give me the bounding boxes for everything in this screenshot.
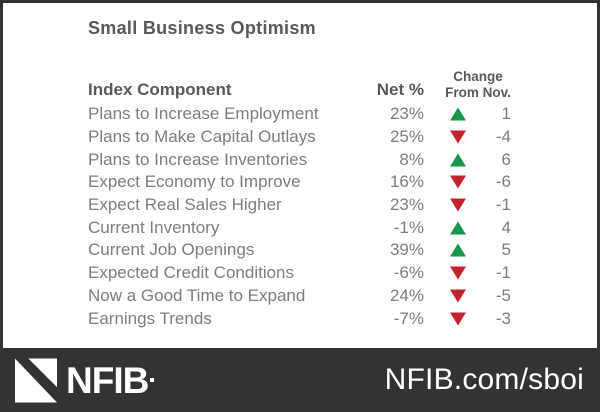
row-label: Plans to Increase Inventories (88, 149, 308, 169)
row-direction-cell (441, 312, 475, 326)
row-change-value: -5 (495, 285, 511, 305)
row-net-value: 24% (389, 285, 424, 305)
row-net-value: 23% (389, 104, 424, 124)
row-net-value: 16% (389, 172, 424, 192)
table-row: Current Job Openings 39% 5 (3, 239, 597, 262)
page-title: Small Business Optimism (88, 18, 316, 38)
table-row: Expect Real Sales Higher 23% -1 (3, 194, 597, 217)
row-direction-cell (441, 221, 475, 235)
down-triangle-icon (450, 198, 466, 212)
column-header-change-line2: From Nov. (445, 85, 511, 100)
row-net-value: 39% (389, 240, 424, 260)
down-triangle-icon (450, 266, 466, 280)
row-change-value: 1 (501, 104, 511, 124)
row-change-value: -3 (495, 308, 511, 328)
footer-bar: NFIB NFIB.com/sboi (3, 348, 597, 409)
column-header-change-line1: Change (453, 69, 503, 84)
footer-url: NFIB.com/sboi (384, 363, 584, 396)
row-change-value: 6 (501, 149, 511, 169)
row-direction-cell (441, 175, 475, 189)
row-direction-cell (441, 289, 475, 303)
up-triangle-icon (450, 107, 466, 121)
table-row: Plans to Make Capital Outlays 25% -4 (3, 126, 597, 149)
row-change-value: 5 (501, 240, 511, 260)
table-row: Expected Credit Conditions -6% -1 (3, 262, 597, 285)
table-body: Plans to Increase Employment 23% 1 Plans… (3, 103, 597, 330)
row-direction-cell (441, 130, 475, 144)
row-change-value: -1 (495, 263, 511, 283)
up-triangle-icon (450, 153, 466, 167)
row-net-value: -7% (393, 308, 424, 328)
row-change-value: -1 (495, 195, 511, 215)
column-header-change: Change From Nov. (430, 69, 526, 101)
row-direction-cell (441, 107, 475, 121)
row-net-value: 25% (389, 127, 424, 147)
down-triangle-icon (450, 175, 466, 189)
row-label: Earnings Trends (88, 308, 212, 328)
row-change-value: 4 (501, 217, 511, 237)
row-label: Expect Economy to Improve (88, 172, 301, 192)
table-row: Plans to Increase Employment 23% 1 (3, 103, 597, 126)
up-triangle-icon (450, 243, 466, 257)
row-direction-cell (441, 243, 475, 257)
row-label: Expected Credit Conditions (88, 263, 295, 283)
row-change-value: -6 (495, 172, 511, 192)
column-header-net: Net % (376, 80, 424, 99)
down-triangle-icon (450, 130, 466, 144)
nfib-flag-icon (15, 358, 57, 402)
row-net-value: -6% (393, 263, 424, 283)
row-direction-cell (441, 198, 475, 212)
row-change-value: -4 (495, 127, 511, 147)
table-row: Current Inventory -1% 4 (3, 216, 597, 239)
row-label: Plans to Make Capital Outlays (88, 127, 316, 147)
row-label: Current Job Openings (88, 240, 255, 260)
nfib-trademark-dot (150, 377, 155, 382)
up-triangle-icon (450, 221, 466, 235)
down-triangle-icon (450, 289, 466, 303)
down-triangle-icon (450, 312, 466, 326)
nfib-wordmark: NFIB (66, 359, 149, 401)
table-header-row: Index Component Net % Change From Nov. (3, 63, 597, 100)
row-label: Current Inventory (88, 217, 220, 237)
table-row: Earnings Trends -7% -3 (3, 307, 597, 330)
row-net-value: 23% (389, 195, 424, 215)
table-row: Expect Economy to Improve 16% -6 (3, 171, 597, 194)
column-header-component: Index Component (88, 80, 232, 99)
table-row: Plans to Increase Inventories 8% 6 (3, 148, 597, 171)
table-row: Now a Good Time to Expand 24% -5 (3, 285, 597, 308)
nfib-logo: NFIB (15, 358, 155, 403)
row-label: Plans to Increase Employment (88, 104, 319, 124)
row-direction-cell (441, 153, 475, 167)
row-direction-cell (441, 266, 475, 280)
row-net-value: -1% (393, 217, 424, 237)
row-label: Now a Good Time to Expand (88, 285, 306, 305)
row-net-value: 8% (399, 149, 424, 169)
row-label: Expect Real Sales Higher (88, 195, 282, 215)
